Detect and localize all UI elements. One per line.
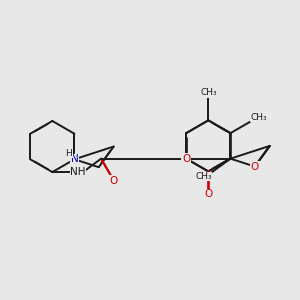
Text: CH₃: CH₃ xyxy=(200,88,217,98)
Text: O: O xyxy=(182,154,190,164)
Text: O: O xyxy=(204,189,212,200)
Text: O: O xyxy=(250,161,259,172)
Text: N: N xyxy=(70,154,78,164)
Text: CH₃: CH₃ xyxy=(195,172,212,181)
Text: CH₃: CH₃ xyxy=(250,112,267,122)
Text: H: H xyxy=(65,149,72,158)
Text: O: O xyxy=(109,176,117,186)
Text: NH: NH xyxy=(70,167,85,177)
